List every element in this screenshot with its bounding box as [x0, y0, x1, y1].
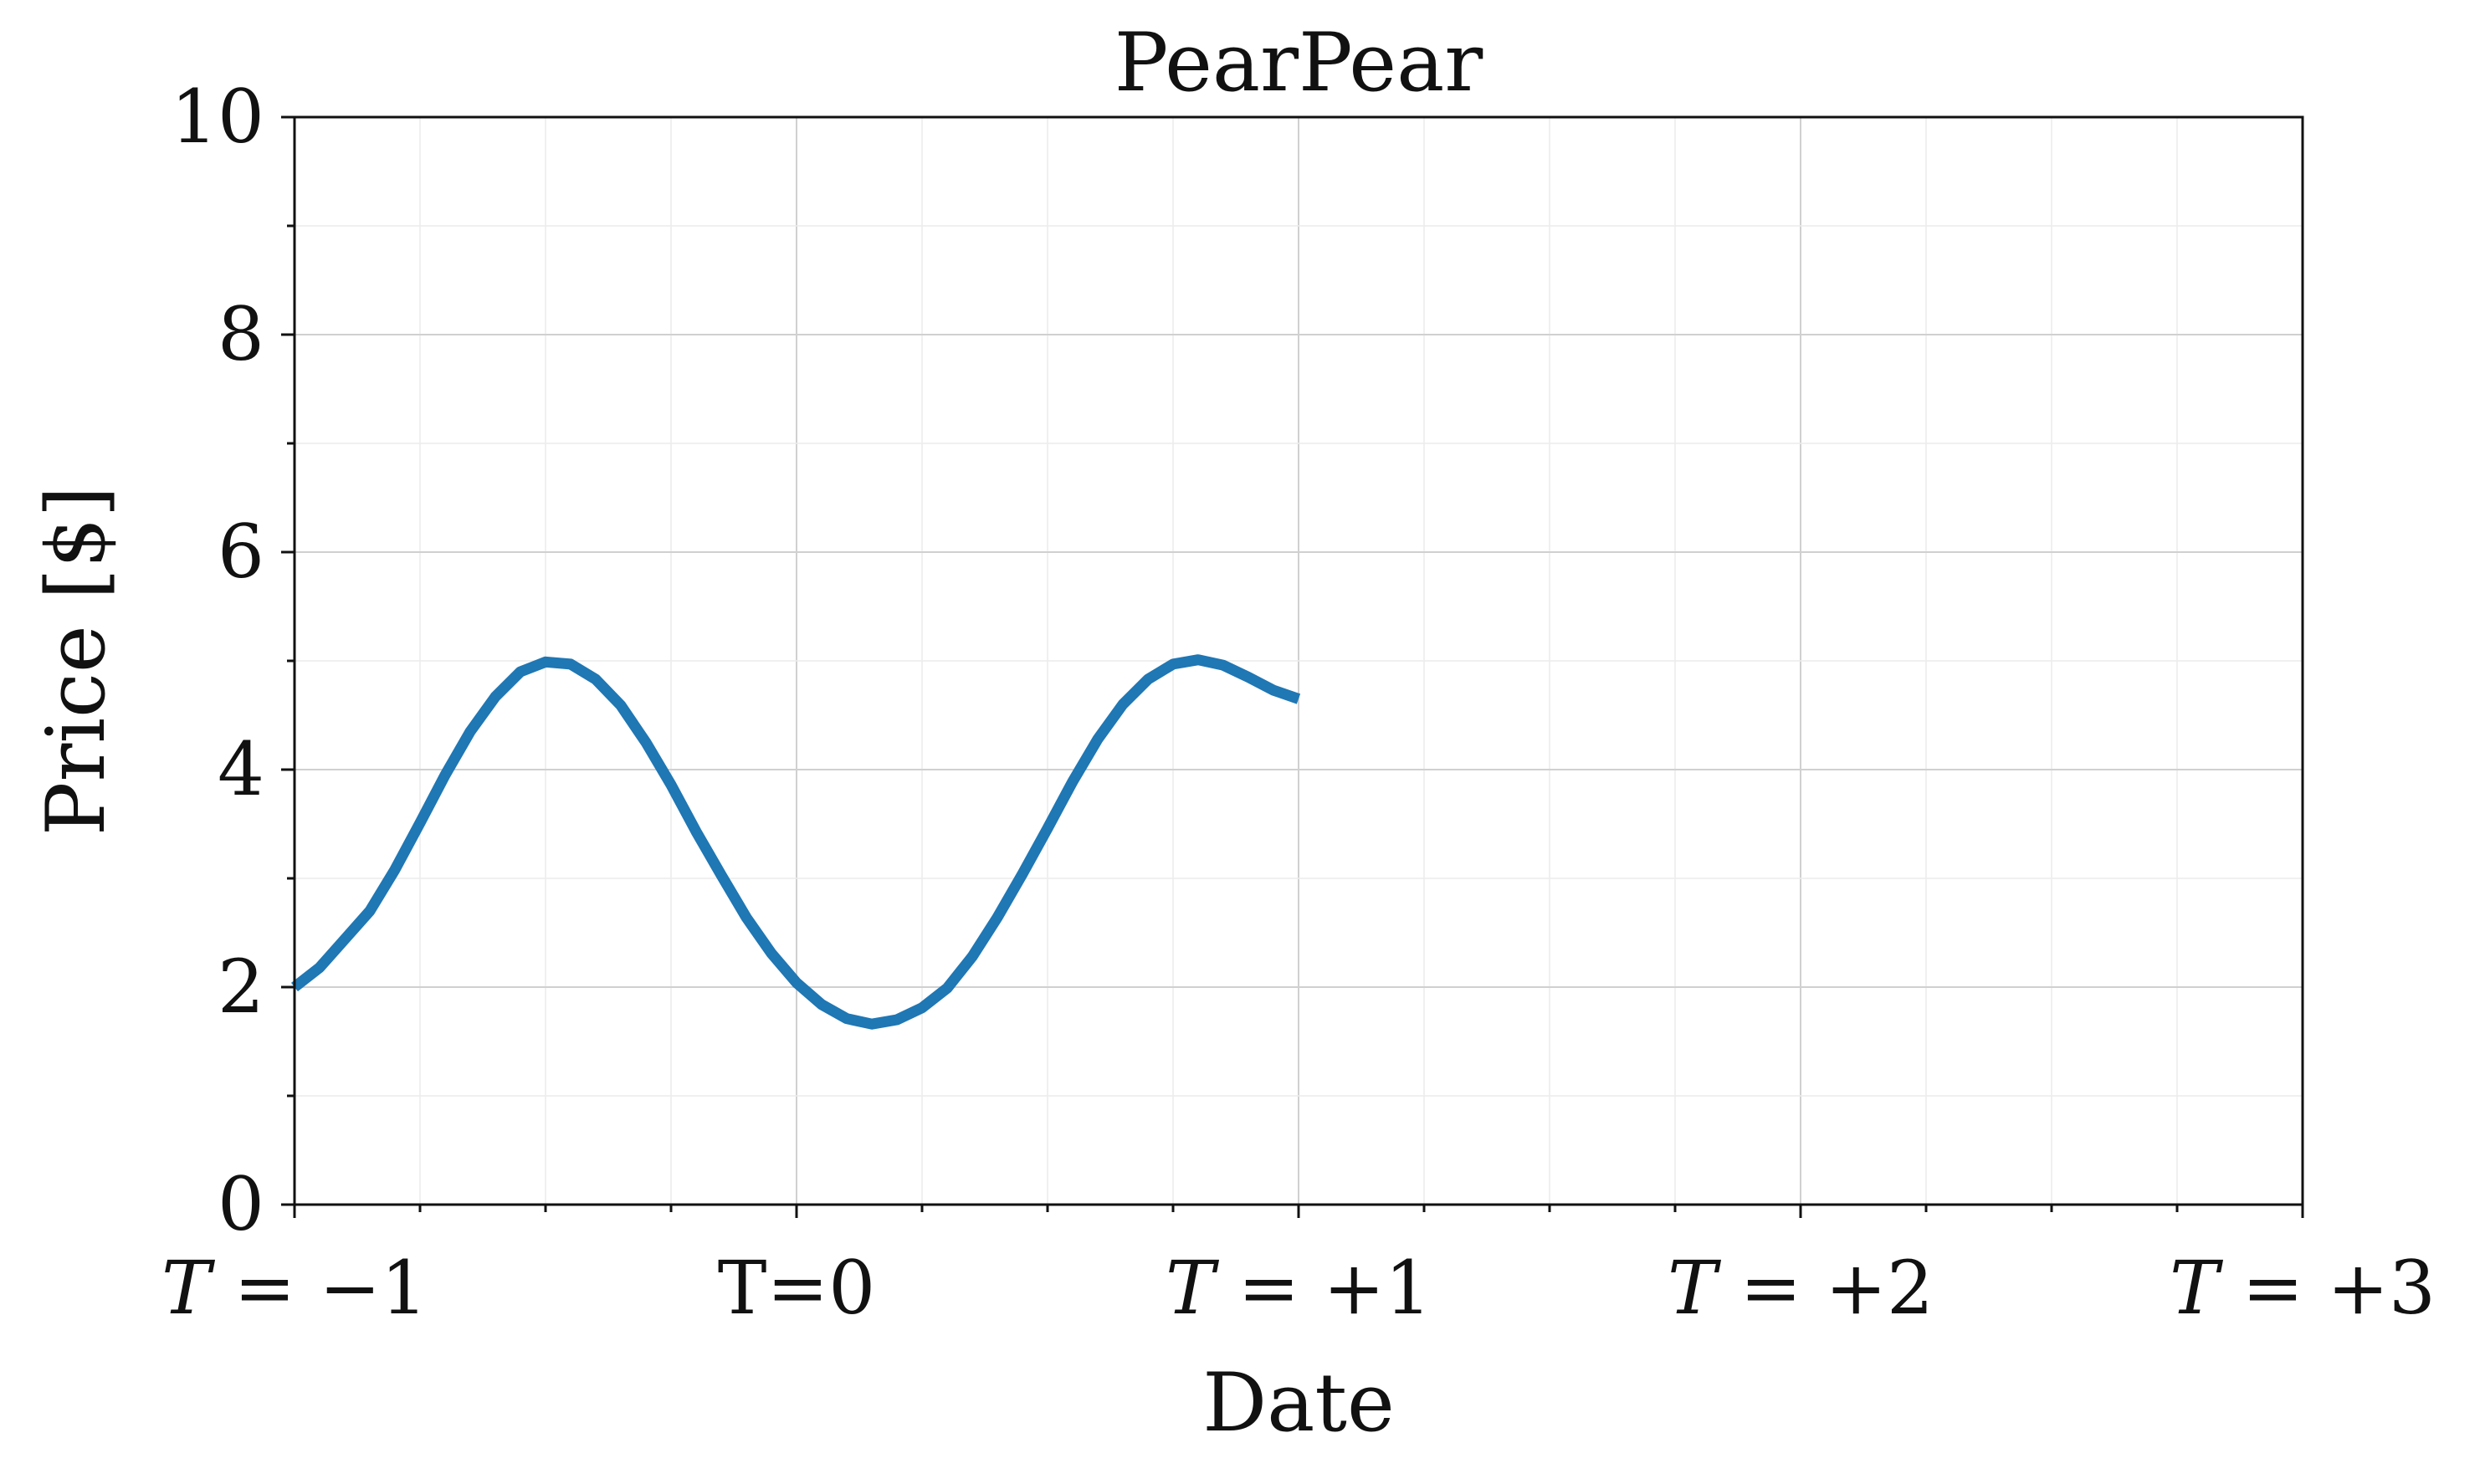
price-series-line	[291, 654, 1301, 1030]
y-tick-label: 10	[171, 74, 264, 160]
y-tick-label: 0	[218, 1161, 264, 1247]
y-tick-label: 2	[218, 944, 264, 1030]
x-tick-label: T = +1	[1166, 1245, 1432, 1331]
y-axis-title: Price [$]	[29, 486, 123, 836]
axis-ticks: T = −1 T=0 T = +1 T = +2 T = +3 0 2 4 6 8 10	[161, 74, 2436, 1331]
y-tick-label: 8	[218, 291, 264, 377]
x-tick-label: T = +3	[2170, 1245, 2436, 1331]
series-layer	[291, 654, 1301, 1030]
grid	[294, 116, 2303, 1205]
x-axis-title: Date	[1202, 1356, 1395, 1450]
x-tick-label: T = −1	[161, 1245, 428, 1331]
y-tick-label: 4	[218, 726, 264, 812]
x-tick-label: T=0	[718, 1245, 875, 1331]
x-tick-label: T = +2	[1668, 1245, 1934, 1331]
chart-title: PearPear	[1114, 16, 1483, 110]
y-tick-label: 6	[218, 509, 264, 595]
